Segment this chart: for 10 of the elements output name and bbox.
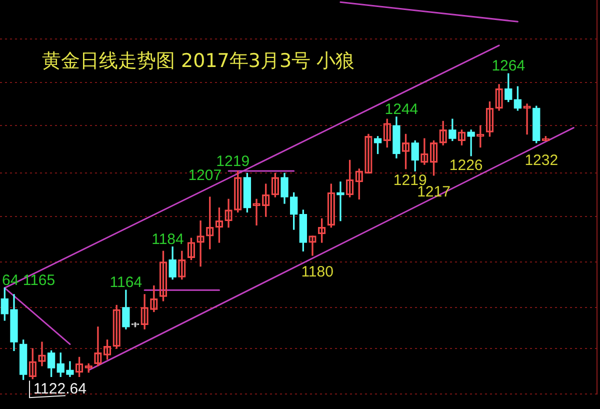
- annotation: 64 1165: [2, 272, 56, 289]
- annotation: 1180: [301, 263, 334, 280]
- annotation: 1264: [492, 58, 526, 75]
- annotation: 1184: [152, 230, 184, 248]
- annotation: 1122.64: [33, 380, 86, 398]
- annotation: 1244: [384, 100, 418, 118]
- text: 黄金日线走势图 2017年3月3号 小狼: [42, 50, 355, 72]
- annotation: 1164: [110, 274, 142, 292]
- annotation: 1226: [449, 156, 483, 174]
- annotation: 1232: [524, 152, 558, 169]
